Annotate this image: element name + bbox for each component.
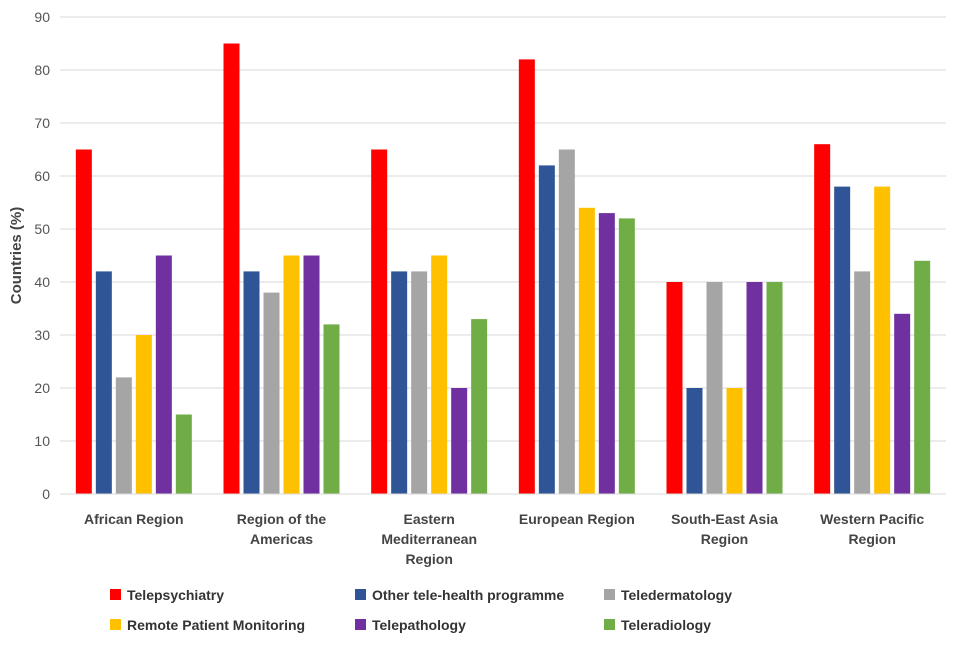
bar-telepsychiatry-5	[814, 144, 831, 494]
x-category-label-line: Region of the	[237, 511, 327, 527]
legend-swatch	[110, 589, 121, 600]
bars	[75, 43, 931, 495]
bar-remote-patient-monitoring-2	[431, 255, 448, 494]
y-tick-label: 20	[34, 380, 50, 396]
x-category-label-line: Region	[848, 531, 895, 547]
y-tick-label: 60	[34, 168, 50, 184]
x-category-label: Region of the Americas	[237, 511, 327, 547]
x-category-label-line: African Region	[84, 511, 184, 527]
bar-telepathology-4	[746, 282, 763, 494]
y-tick-label: 90	[34, 9, 50, 25]
legend-label: Teleradiology	[621, 617, 711, 633]
x-category-label: Eastern Mediterranean Region	[381, 511, 477, 567]
x-category-label: European Region	[519, 511, 635, 527]
bar-telepathology-3	[598, 213, 615, 494]
y-tick-label: 40	[34, 274, 50, 290]
legend-swatch	[604, 619, 615, 630]
bar-telepsychiatry-0	[75, 149, 92, 494]
bar-teleradiology-1	[323, 324, 340, 494]
bar-other-tele-health-programme-0	[95, 271, 112, 494]
bar-teleradiology-3	[618, 218, 635, 494]
bar-telepathology-5	[894, 313, 911, 494]
bar-remote-patient-monitoring-1	[283, 255, 300, 494]
legend-label: Remote Patient Monitoring	[127, 617, 305, 633]
bar-telepathology-1	[303, 255, 320, 494]
y-tick-label: 70	[34, 115, 50, 131]
x-axis-category-labels: African Region Region of the Americas Easte…	[84, 511, 924, 567]
bar-other-tele-health-programme-2	[391, 271, 408, 494]
legend: Telepsychiatry Other tele-health programm…	[110, 587, 732, 633]
x-category-label-line: Region	[405, 551, 452, 567]
legend-label: Teledermatology	[621, 587, 732, 603]
bar-teledermatology-0	[115, 377, 132, 494]
x-category-label-line: Mediterranean	[381, 531, 477, 547]
legend-swatch	[355, 589, 366, 600]
legend-item: Other tele-health programme	[355, 587, 564, 603]
legend-label: Telepathology	[372, 617, 466, 633]
legend-swatch	[604, 589, 615, 600]
gridlines	[60, 16, 946, 442]
x-category-label: Western Pacific Region	[820, 511, 924, 547]
legend-item: Teleradiology	[604, 617, 711, 633]
legend-label: Other tele-health programme	[372, 587, 564, 603]
x-category-label-line: Western Pacific	[820, 511, 924, 527]
bar-teledermatology-5	[854, 271, 871, 494]
bar-telepsychiatry-2	[371, 149, 388, 494]
legend-swatch	[110, 619, 121, 630]
bar-telepsychiatry-3	[518, 59, 535, 495]
x-category-label-line: Americas	[250, 531, 313, 547]
bar-teledermatology-4	[706, 282, 723, 494]
bar-telepathology-2	[451, 388, 468, 494]
y-tick-label: 0	[42, 486, 50, 502]
legend-swatch	[355, 619, 366, 630]
bar-other-tele-health-programme-4	[686, 388, 703, 494]
y-tick-label: 30	[34, 327, 50, 343]
bar-teleradiology-4	[766, 282, 783, 494]
bar-remote-patient-monitoring-5	[874, 186, 891, 494]
bar-other-tele-health-programme-3	[538, 165, 555, 494]
bar-other-tele-health-programme-5	[834, 186, 851, 494]
y-tick-label: 80	[34, 62, 50, 78]
bar-remote-patient-monitoring-0	[135, 335, 152, 494]
bar-teledermatology-3	[558, 149, 575, 494]
y-axis-ticks: 0 10 20 30 40 50 60 70 80 90	[34, 9, 50, 502]
bar-teledermatology-2	[411, 271, 428, 494]
legend-item: Teledermatology	[604, 587, 732, 603]
bar-teleradiology-2	[471, 319, 488, 494]
bar-telepathology-0	[155, 255, 172, 494]
bar-other-tele-health-programme-1	[243, 271, 260, 494]
y-tick-label: 10	[34, 433, 50, 449]
legend-item: Telepsychiatry	[110, 587, 224, 603]
bar-teledermatology-1	[263, 292, 280, 494]
x-category-label-line: South-East Asia	[671, 511, 778, 527]
bar-teleradiology-5	[914, 260, 931, 494]
bar-teleradiology-0	[175, 414, 192, 494]
y-tick-label: 50	[34, 221, 50, 237]
y-axis-label: Countries (%)	[8, 207, 25, 305]
bar-remote-patient-monitoring-3	[578, 207, 595, 495]
legend-label: Telepsychiatry	[127, 587, 224, 603]
x-category-label-line: Region	[701, 531, 748, 547]
legend-item: Telepathology	[355, 617, 466, 633]
x-category-label: South-East Asia Region	[671, 511, 778, 547]
x-category-label-line: Eastern	[403, 511, 454, 527]
bar-telepsychiatry-1	[223, 43, 240, 494]
x-category-label: African Region	[84, 511, 184, 527]
legend-item: Remote Patient Monitoring	[110, 617, 305, 633]
bar-telepsychiatry-4	[666, 282, 683, 494]
bar-remote-patient-monitoring-4	[726, 388, 743, 494]
x-category-label-line: European Region	[519, 511, 635, 527]
